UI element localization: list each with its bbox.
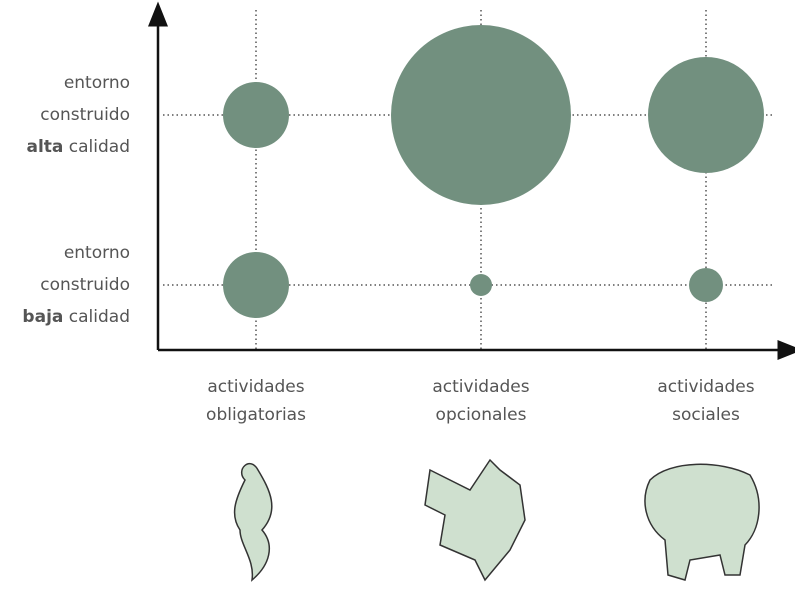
y-tick-label: entorno: [64, 73, 130, 93]
labels: actividades obligatorias actividades opcion…: [22, 73, 754, 425]
y-tick-label: construido: [40, 105, 130, 125]
y-tick-label: alta calidad: [26, 137, 130, 157]
bubble: [391, 25, 571, 205]
x-tick-label: actividades: [207, 377, 304, 397]
bubble: [648, 57, 764, 173]
y-tick-label-bold: baja: [22, 307, 63, 327]
y-tick-label: baja calidad: [22, 307, 130, 327]
bubble: [689, 268, 723, 302]
figure-obligatorias: [233, 463, 273, 582]
figure-opcionales: [424, 458, 526, 582]
bubble: [223, 252, 289, 318]
x-tick-label: actividades: [432, 377, 529, 397]
figure-sociales: [644, 463, 760, 581]
y-tick-label: construido: [40, 275, 130, 295]
y-tick-label-rest: calidad: [63, 137, 130, 157]
y-tick-label-bold: alta: [26, 137, 63, 157]
bubbles: [223, 25, 764, 318]
x-tick-label: obligatorias: [206, 405, 306, 425]
bubble: [470, 274, 492, 296]
bubble: [223, 82, 289, 148]
figures: [233, 458, 760, 582]
x-tick-label: opcionales: [436, 405, 527, 425]
y-tick-label-rest: calidad: [63, 307, 130, 327]
x-tick-label: actividades: [657, 377, 754, 397]
x-tick-label: sociales: [672, 405, 740, 425]
y-tick-label: entorno: [64, 243, 130, 263]
